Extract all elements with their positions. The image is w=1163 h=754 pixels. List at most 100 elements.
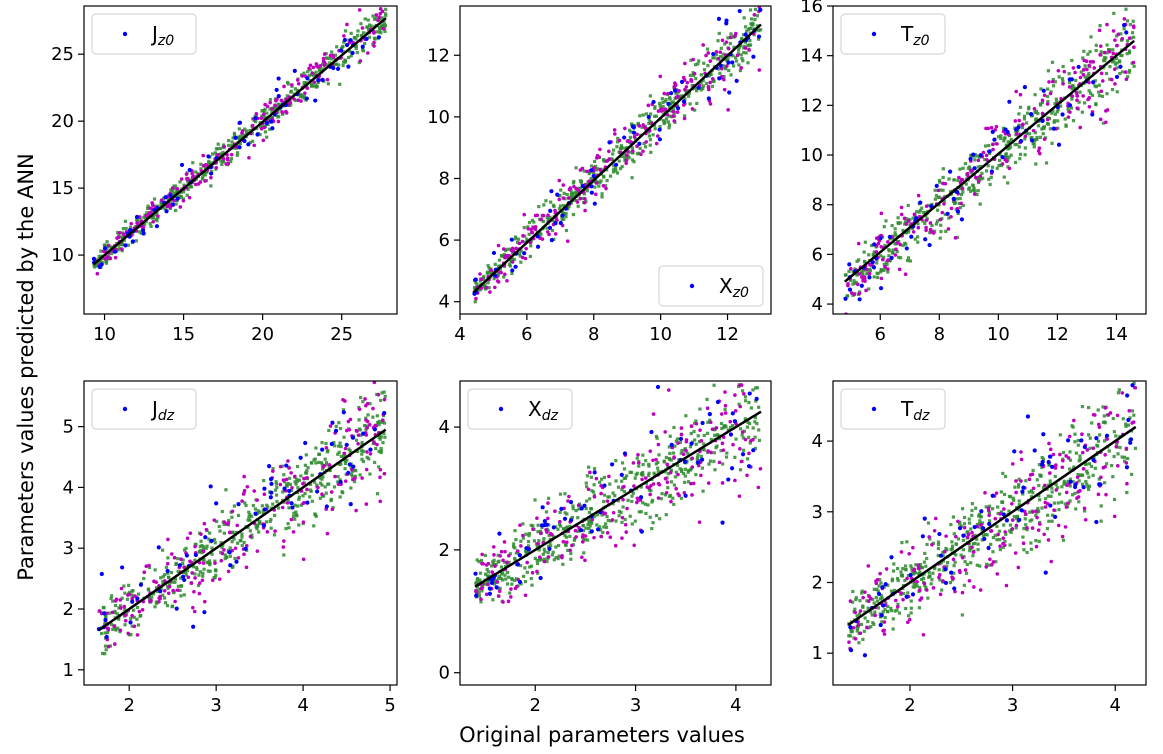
data-point bbox=[541, 219, 545, 224]
data-point bbox=[690, 465, 695, 469]
data-point bbox=[174, 562, 178, 566]
data-point bbox=[344, 442, 349, 448]
data-point bbox=[362, 423, 367, 428]
data-point bbox=[970, 530, 974, 535]
x-tick-label: 4 bbox=[297, 695, 308, 716]
data-point bbox=[614, 169, 618, 173]
data-point bbox=[689, 441, 694, 446]
data-point bbox=[201, 173, 205, 177]
data-point bbox=[168, 201, 172, 205]
data-point bbox=[594, 164, 598, 169]
data-point bbox=[556, 527, 560, 531]
data-point bbox=[293, 87, 297, 91]
data-point bbox=[1033, 131, 1038, 135]
data-point bbox=[572, 194, 576, 199]
data-point bbox=[654, 457, 658, 462]
data-point bbox=[607, 149, 611, 154]
data-point bbox=[529, 244, 533, 248]
data-point bbox=[997, 163, 1001, 168]
data-point bbox=[727, 68, 731, 73]
data-point bbox=[293, 503, 297, 507]
data-point bbox=[980, 521, 984, 525]
data-point bbox=[305, 469, 309, 473]
data-point bbox=[907, 228, 911, 232]
data-point bbox=[258, 125, 263, 129]
data-point bbox=[585, 169, 589, 174]
data-point bbox=[995, 524, 999, 528]
data-point bbox=[1081, 94, 1085, 98]
data-point bbox=[379, 449, 384, 453]
data-point bbox=[621, 497, 625, 502]
data-point bbox=[912, 572, 916, 576]
data-point bbox=[642, 141, 646, 146]
data-point bbox=[629, 140, 633, 144]
data-point bbox=[316, 485, 320, 490]
data-point bbox=[759, 28, 763, 32]
data-point bbox=[179, 584, 183, 588]
data-point bbox=[857, 272, 862, 276]
data-point bbox=[1123, 455, 1127, 459]
data-point bbox=[635, 456, 639, 460]
data-point bbox=[1014, 479, 1018, 483]
data-point bbox=[588, 520, 592, 524]
data-point bbox=[507, 553, 511, 558]
data-point bbox=[297, 478, 302, 482]
data-point bbox=[861, 637, 865, 642]
data-point bbox=[1116, 452, 1120, 456]
data-point bbox=[673, 475, 677, 479]
data-point bbox=[523, 566, 527, 570]
data-point bbox=[538, 231, 542, 235]
data-point bbox=[1099, 504, 1103, 508]
data-point bbox=[510, 257, 515, 261]
data-point bbox=[904, 606, 908, 611]
data-point bbox=[632, 135, 637, 139]
data-point bbox=[357, 8, 362, 12]
data-point bbox=[1063, 525, 1068, 529]
data-point bbox=[1132, 25, 1136, 30]
data-point bbox=[489, 268, 493, 272]
data-point bbox=[1098, 117, 1103, 122]
data-point bbox=[647, 486, 652, 490]
data-point bbox=[368, 451, 373, 456]
y-tick-label: 6 bbox=[439, 230, 450, 251]
data-point bbox=[478, 279, 482, 283]
data-point bbox=[248, 128, 252, 133]
data-point bbox=[717, 67, 721, 71]
data-point bbox=[876, 606, 880, 610]
data-point bbox=[284, 527, 288, 531]
data-point bbox=[312, 524, 316, 528]
data-point bbox=[549, 544, 553, 548]
data-point bbox=[699, 454, 703, 458]
data-point bbox=[576, 516, 580, 520]
data-point bbox=[521, 533, 525, 538]
axes-frame bbox=[459, 380, 772, 686]
data-point bbox=[742, 429, 747, 433]
data-point bbox=[1037, 494, 1041, 498]
data-point bbox=[672, 119, 677, 123]
data-point bbox=[485, 574, 490, 578]
data-point bbox=[694, 419, 698, 423]
data-point bbox=[536, 530, 540, 534]
data-point bbox=[348, 417, 353, 422]
data-point bbox=[1006, 158, 1010, 162]
data-point bbox=[1068, 458, 1073, 462]
data-point bbox=[255, 132, 260, 137]
data-point bbox=[1050, 513, 1055, 517]
data-point bbox=[1060, 485, 1064, 489]
data-point bbox=[1128, 23, 1132, 27]
data-point bbox=[975, 192, 979, 197]
data-point bbox=[276, 506, 281, 510]
data-point bbox=[896, 221, 901, 226]
data-point bbox=[1036, 506, 1040, 511]
data-point bbox=[955, 197, 959, 201]
data-point bbox=[326, 63, 330, 67]
data-point bbox=[1034, 162, 1038, 166]
data-point bbox=[985, 533, 989, 537]
data-point bbox=[889, 589, 894, 593]
data-point bbox=[321, 494, 325, 498]
data-point bbox=[745, 473, 749, 478]
data-point bbox=[601, 530, 605, 535]
data-point bbox=[509, 237, 514, 242]
data-point bbox=[953, 201, 957, 206]
data-point bbox=[971, 188, 975, 192]
